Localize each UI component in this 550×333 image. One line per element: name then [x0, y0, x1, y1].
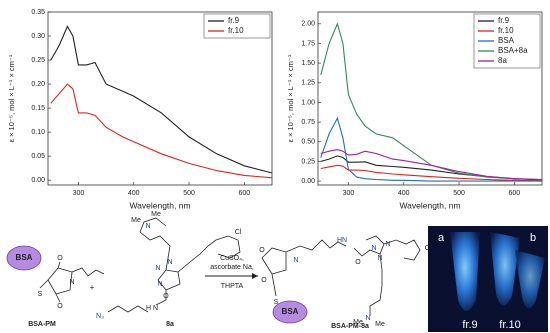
legend-label: BSA+8a: [498, 46, 528, 55]
atom-label: S: [274, 299, 279, 306]
y-tick-label: 1.00: [301, 99, 315, 106]
atom-label: N: [69, 279, 74, 286]
compound-label: BSA-PM: [28, 321, 56, 328]
tube-label: fr.10: [499, 319, 520, 331]
y-tick-label: 1.75: [301, 40, 315, 47]
chart: 0.00 0.25 0.50 0.75 1.00 1.25 1.50 1.75 2.00 300 4…: [286, 11, 543, 210]
x-axis-title: Wavelength, nm: [129, 200, 190, 210]
atom-label: N: [385, 241, 390, 248]
chart: 0.00 0.05 0.10 0.15 0.20 0.25 0.30 0.35 300 400 50…: [7, 9, 273, 210]
legend-label: fr.9: [498, 16, 510, 25]
atom-label: N: [145, 223, 150, 230]
reagent: THPTA: [221, 283, 244, 290]
atom-label: N: [377, 255, 382, 262]
protein-label: BSA: [16, 253, 33, 262]
compound-label: BSA-PM-8a: [331, 323, 369, 330]
x-tick-label: 600: [239, 190, 251, 197]
atom-label: O: [355, 259, 361, 266]
y-axis-title: ε × 10⁻⁵, mol × L⁻¹ × cm⁻¹: [7, 54, 16, 142]
y-tick-label: 0.35: [31, 9, 45, 16]
protein-label: BSA: [282, 307, 299, 316]
data-line: [50, 83, 273, 179]
reaction-scheme: BSA BSA BSA-PM + 8a BSA-PM-8a CuSO₄, asc…: [6, 211, 432, 330]
legend-label: fr.10: [498, 26, 514, 35]
legend-label: 8a: [498, 56, 507, 65]
y-axis-title: ε × 10⁻⁵, mol × L⁻¹ × cm⁻¹: [286, 54, 295, 142]
y-tick-label: 0.20: [31, 81, 45, 88]
tube-label: fr.9: [462, 319, 477, 331]
atom-label: O: [57, 303, 63, 310]
atom-label: O: [57, 255, 63, 262]
plus-sign: +: [90, 283, 95, 292]
data-line: [50, 25, 273, 174]
charts: 0.00 0.05 0.10 0.15 0.20 0.25 0.30 0.35 300 400 50…: [7, 9, 543, 210]
compound-label: 8a: [166, 321, 174, 328]
data-line: [320, 116, 542, 182]
y-tick-label: 2.00: [301, 21, 315, 28]
protein-cloud: [272, 300, 308, 324]
y-tick-label: 0.05: [31, 153, 45, 160]
legend-label: fr.10: [228, 26, 244, 35]
x-tick-label: 500: [453, 190, 465, 197]
y-tick-label: 0.00: [301, 178, 315, 185]
x-tick-label: 300: [343, 190, 355, 197]
atom-label: N: [155, 265, 160, 272]
legend-box: [203, 13, 271, 39]
reagent: CuSO₄,: [220, 255, 244, 262]
atom-label: O: [261, 277, 267, 284]
atom-label: S: [38, 291, 43, 298]
reagent: ascorbate Na,: [210, 264, 254, 271]
protein-cloud: [6, 245, 42, 271]
atom-label: Cl: [235, 229, 242, 236]
x-tick-label: 400: [128, 190, 140, 197]
x-tick-label: 400: [398, 190, 410, 197]
y-tick-label: 1.50: [301, 60, 315, 67]
data-line: [320, 22, 543, 181]
y-tick-label: 1.25: [301, 80, 315, 87]
y-tick-label: 0.00: [31, 177, 45, 184]
atom-label: N₃: [96, 313, 104, 320]
atom-label: O: [163, 293, 169, 300]
atom-label: Me: [375, 321, 385, 328]
y-tick-label: 0.10: [31, 129, 45, 136]
atom-label: N: [157, 281, 162, 288]
photo: a b fr.9 fr.10: [428, 226, 548, 332]
atom-label: Me: [131, 217, 141, 224]
y-tick-label: 0.25: [31, 57, 45, 64]
atom-label: O: [259, 247, 265, 254]
legend-label: BSA: [498, 36, 515, 45]
atom-label: N: [167, 259, 172, 266]
legend-label: fr.9: [228, 16, 240, 25]
atom-label: Me: [353, 319, 363, 326]
atom-label: HN: [337, 237, 347, 244]
x-tick-label: 600: [509, 190, 521, 197]
y-tick-label: 0.15: [31, 105, 45, 112]
atom-label: Me: [151, 211, 161, 218]
x-tick-label: 300: [73, 190, 85, 197]
y-tick-label: 0.75: [301, 119, 315, 126]
atom-label: N: [365, 315, 370, 322]
plot-frame: [47, 11, 273, 186]
atom-label: N: [371, 245, 376, 252]
data-line: [320, 149, 543, 181]
atom-label: H N: [146, 305, 158, 312]
structure-lines: [39, 217, 421, 316]
tube: [490, 232, 520, 306]
tube: [450, 232, 480, 311]
y-tick-label: 0.50: [301, 139, 315, 146]
x-axis-title: Wavelength, nm: [399, 200, 460, 210]
arrow-head: [252, 273, 258, 279]
y-tick-label: 0.25: [301, 158, 315, 165]
panel-label: b: [530, 232, 536, 244]
atom-label: N: [293, 257, 298, 264]
y-tick-label: 0.30: [31, 33, 45, 40]
plot-frame: [317, 11, 543, 186]
tube: [515, 250, 545, 309]
x-tick-label: 500: [183, 190, 195, 197]
panel-label: a: [438, 232, 445, 244]
data-line: [320, 164, 543, 182]
